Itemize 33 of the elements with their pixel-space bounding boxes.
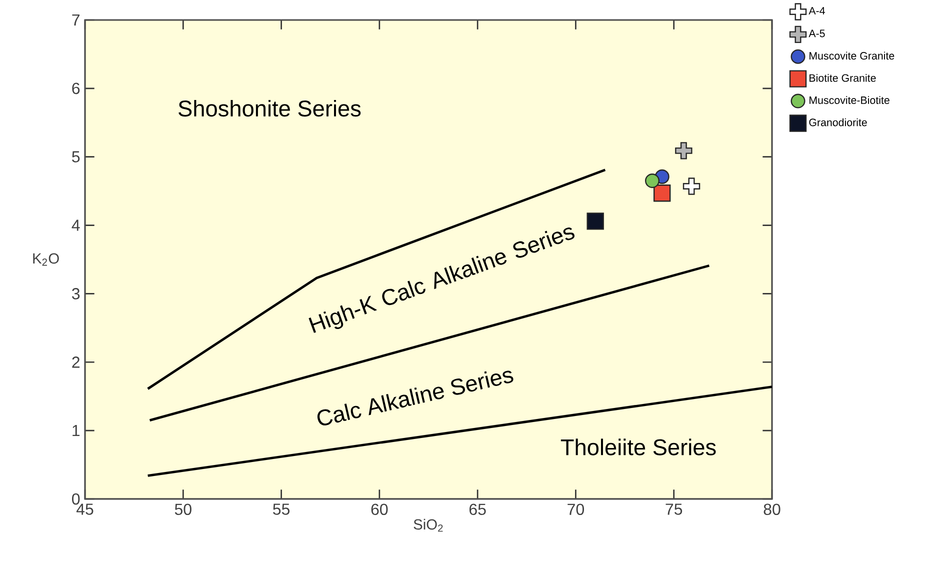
legend-label: A-4 (808, 7, 825, 14)
annotation: High-K Calc Alkaline Series (308, 228, 575, 333)
x-tick-label: 50 (174, 504, 192, 516)
x-tick-label: 75 (666, 504, 682, 515)
annotation: Calc Alkaline Series (317, 370, 514, 426)
y-tick-label: 1 (72, 425, 80, 436)
x-tick-label: 65 (469, 504, 486, 516)
x-tick-label: 80 (764, 504, 780, 516)
y-axis-title: K$_{2}$O (33, 253, 59, 266)
point (653, 184, 671, 202)
legend-label: Biotite Granite (810, 74, 876, 82)
y-tick-label: 3 (72, 288, 80, 300)
y-tick-label: 2 (72, 356, 80, 368)
legend-label: Muscovite-Biotite (810, 96, 890, 104)
y-tick-label: 5 (72, 151, 80, 162)
annotation: Tholeiite Series (560, 438, 716, 456)
point (645, 174, 660, 188)
y-tick-label: 7 (72, 14, 80, 26)
x-tick-label: 70 (568, 504, 584, 516)
y-tick-label: 6 (72, 82, 80, 94)
y-tick-label: 0 (72, 493, 80, 505)
y-tick-label: 4 (72, 220, 80, 231)
annotation: Shoshonite Series (178, 100, 361, 117)
legend-label: Granodiorite (809, 118, 867, 126)
legend-label: Muscovite Granite (810, 52, 894, 60)
point (586, 212, 604, 230)
x-tick-label: 55 (273, 504, 290, 515)
x-axis-title: SiO$_{2}$ (414, 518, 443, 532)
point (675, 142, 692, 160)
legend-label: A-5 (808, 30, 825, 38)
x-tick-label: 60 (371, 504, 388, 516)
x-tick-label: 45 (76, 504, 94, 515)
point (682, 178, 700, 195)
